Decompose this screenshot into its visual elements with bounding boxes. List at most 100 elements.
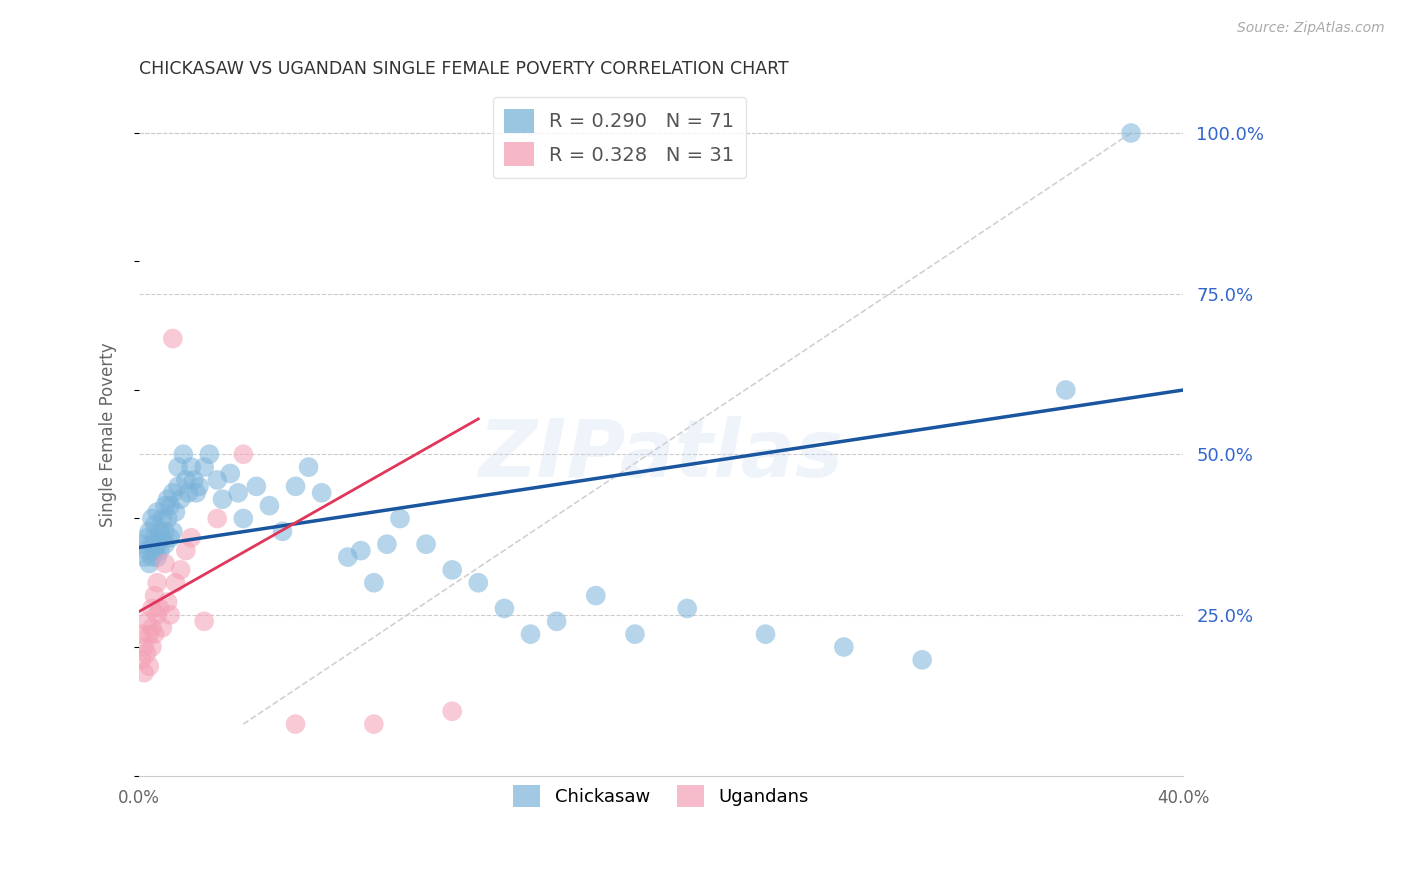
Point — [311, 485, 333, 500]
Point — [754, 627, 776, 641]
Point — [415, 537, 437, 551]
Point — [146, 549, 169, 564]
Point — [143, 589, 166, 603]
Point — [494, 601, 516, 615]
Point — [146, 607, 169, 622]
Point — [141, 537, 163, 551]
Point — [135, 543, 157, 558]
Point — [141, 621, 163, 635]
Text: Source: ZipAtlas.com: Source: ZipAtlas.com — [1237, 21, 1385, 36]
Point — [624, 627, 647, 641]
Point — [219, 467, 242, 481]
Point — [159, 607, 181, 622]
Point — [193, 460, 215, 475]
Point — [143, 517, 166, 532]
Point — [156, 511, 179, 525]
Point — [245, 479, 267, 493]
Point — [363, 717, 385, 731]
Point — [150, 531, 173, 545]
Point — [167, 460, 190, 475]
Point — [284, 479, 307, 493]
Point — [138, 627, 160, 641]
Point — [546, 615, 568, 629]
Point — [146, 575, 169, 590]
Point — [375, 537, 398, 551]
Point — [350, 543, 373, 558]
Point — [676, 601, 699, 615]
Point — [193, 615, 215, 629]
Point — [211, 492, 233, 507]
Text: CHICKASAW VS UGANDAN SINGLE FEMALE POVERTY CORRELATION CHART: CHICKASAW VS UGANDAN SINGLE FEMALE POVER… — [139, 60, 789, 78]
Point — [172, 447, 194, 461]
Point — [141, 640, 163, 654]
Text: ZIPatlas: ZIPatlas — [478, 417, 844, 494]
Point — [138, 557, 160, 571]
Point — [149, 601, 172, 615]
Point — [284, 717, 307, 731]
Point — [467, 575, 489, 590]
Point — [441, 704, 464, 718]
Point — [226, 485, 249, 500]
Point — [232, 511, 254, 525]
Point — [162, 332, 184, 346]
Point — [153, 499, 176, 513]
Y-axis label: Single Female Poverty: Single Female Poverty — [100, 343, 117, 527]
Point — [141, 549, 163, 564]
Point — [146, 537, 169, 551]
Point — [167, 479, 190, 493]
Point — [259, 499, 281, 513]
Point — [198, 447, 221, 461]
Point — [832, 640, 855, 654]
Point — [169, 492, 191, 507]
Point — [159, 531, 181, 545]
Point — [187, 479, 209, 493]
Point — [519, 627, 541, 641]
Point — [150, 511, 173, 525]
Point — [297, 460, 319, 475]
Point — [138, 659, 160, 673]
Point — [162, 524, 184, 539]
Point — [169, 563, 191, 577]
Point — [132, 640, 155, 654]
Point — [141, 601, 163, 615]
Point — [150, 621, 173, 635]
Point — [336, 549, 359, 564]
Point — [153, 524, 176, 539]
Point — [156, 595, 179, 609]
Point — [232, 447, 254, 461]
Point — [149, 543, 172, 558]
Point — [165, 575, 187, 590]
Point — [180, 460, 202, 475]
Point — [183, 473, 205, 487]
Point — [146, 505, 169, 519]
Point — [132, 665, 155, 680]
Point — [1119, 126, 1142, 140]
Point — [138, 524, 160, 539]
Point — [177, 485, 200, 500]
Point — [585, 589, 607, 603]
Point — [159, 499, 181, 513]
Point — [186, 485, 208, 500]
Point — [135, 531, 157, 545]
Point — [441, 563, 464, 577]
Point — [156, 492, 179, 507]
Point — [143, 543, 166, 558]
Point — [165, 505, 187, 519]
Point — [153, 537, 176, 551]
Legend: Chickasaw, Ugandans: Chickasaw, Ugandans — [506, 778, 815, 814]
Point — [911, 653, 934, 667]
Point — [1054, 383, 1077, 397]
Point — [180, 531, 202, 545]
Point — [131, 537, 153, 551]
Point — [153, 557, 176, 571]
Point — [143, 627, 166, 641]
Point — [388, 511, 411, 525]
Point — [174, 543, 197, 558]
Point — [174, 473, 197, 487]
Point — [135, 647, 157, 661]
Point — [205, 473, 228, 487]
Point — [132, 549, 155, 564]
Point — [131, 627, 153, 641]
Point — [143, 531, 166, 545]
Point — [131, 653, 153, 667]
